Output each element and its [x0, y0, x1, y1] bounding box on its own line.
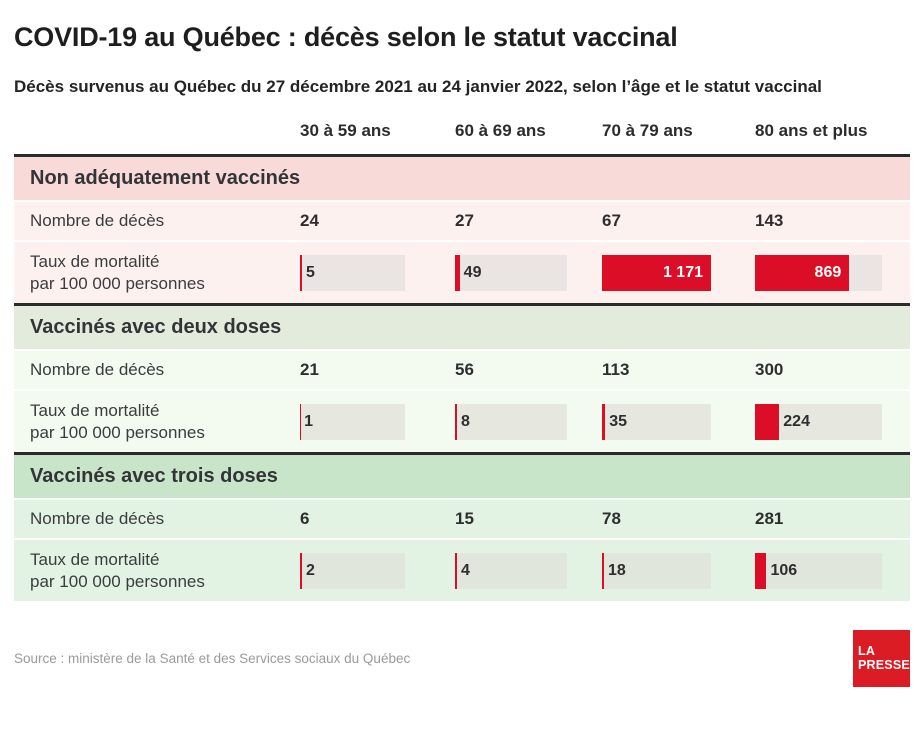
deaths-value: 21 — [300, 360, 319, 379]
bar-value: 1 171 — [662, 263, 703, 281]
deaths-value: 113 — [602, 360, 630, 379]
mortality-bar-cell: 1 171 — [602, 254, 755, 291]
deaths-value: 6 — [300, 509, 310, 528]
bar-value: 4 — [461, 561, 470, 579]
row-label-deaths: Nombre de décès — [30, 211, 165, 230]
bar-fill — [300, 254, 302, 291]
mortality-rate-row: Taux de mortalité par 100 000 personnes … — [14, 389, 910, 452]
bar-track: 8 — [455, 403, 567, 440]
bar-fill — [602, 403, 606, 440]
row-label-mortality-rate: Taux de mortalité par 100 000 personnes — [14, 549, 300, 593]
deaths-value: 300 — [755, 360, 784, 379]
bar-track: 869 — [755, 254, 882, 291]
mortality-bar-cell: 4 — [455, 552, 602, 589]
column-header-row: 30 à 59 ans 60 à 69 ans 70 à 79 ans 80 a… — [14, 121, 910, 154]
column-header-age-30-59: 30 à 59 ans — [300, 121, 391, 140]
section-vaccinated-two-doses: Vaccinés avec deux doses Nombre de décès… — [14, 303, 910, 452]
bar-track: 106 — [755, 552, 882, 589]
rate-label-line1: Taux de mortalité — [30, 400, 160, 420]
mortality-bar-cell: 49 — [455, 254, 602, 291]
mortality-bar-cell: 5 — [300, 254, 455, 291]
bar-value: 106 — [770, 561, 798, 579]
column-header-age-70-79: 70 à 79 ans — [602, 121, 693, 140]
bar-value: 18 — [608, 561, 626, 579]
section-title: Vaccinés avec deux doses — [14, 306, 910, 349]
bar-fill — [602, 552, 604, 589]
mortality-bar-cell: 869 — [755, 254, 910, 291]
deaths-row: Nombre de décès 21 56 113 300 — [14, 349, 910, 389]
rate-label-line1: Taux de mortalité — [30, 549, 160, 569]
bar-value: 224 — [783, 412, 810, 430]
section-title: Non adéquatement vaccinés — [14, 157, 910, 200]
rate-label-line1: Taux de mortalité — [30, 251, 160, 271]
mortality-bar-cell: 35 — [602, 403, 755, 440]
deaths-row: Nombre de décès 24 27 67 143 — [14, 200, 910, 240]
bar-track: 18 — [602, 552, 711, 589]
section-non-adequately-vaccinated: Non adéquatement vaccinés Nombre de décè… — [14, 154, 910, 303]
bar-value: 35 — [609, 412, 628, 430]
bar-track: 1 171 — [602, 254, 711, 291]
row-label-mortality-rate: Taux de mortalité par 100 000 personnes — [14, 251, 300, 295]
bar-track: 35 — [602, 403, 711, 440]
section-divider-rule — [14, 452, 910, 455]
footer: Source : ministère de la Santé et des Se… — [14, 630, 910, 687]
column-header-age-60-69: 60 à 69 ans — [455, 121, 546, 140]
mortality-bar-cell: 1 — [300, 403, 455, 440]
row-label-deaths: Nombre de décès — [30, 360, 165, 379]
bar-fill — [755, 552, 767, 589]
bar-fill — [455, 552, 457, 589]
logo-line1: LA — [858, 644, 876, 658]
bar-track: 4 — [455, 552, 567, 589]
row-label-deaths: Nombre de décès — [30, 509, 165, 528]
deaths-value: 281 — [755, 509, 784, 528]
bar-track: 5 — [300, 254, 405, 291]
bar-value: 2 — [306, 561, 315, 579]
section-divider-rule — [14, 154, 910, 157]
bar-fill — [455, 254, 460, 291]
bar-fill — [455, 403, 457, 440]
row-label-mortality-rate: Taux de mortalité par 100 000 personnes — [14, 400, 300, 444]
logo-line2: PRESSE — [858, 657, 910, 672]
mortality-rate-row: Taux de mortalité par 100 000 personnes … — [14, 538, 910, 601]
bar-fill — [300, 552, 302, 589]
section-vaccinated-three-doses: Vaccinés avec trois doses Nombre de décè… — [14, 452, 910, 601]
bar-fill — [602, 254, 711, 291]
infographic: COVID-19 au Québec : décès selon le stat… — [14, 22, 910, 687]
mortality-rate-row: Taux de mortalité par 100 000 personnes … — [14, 240, 910, 303]
bar-value: 49 — [463, 263, 482, 281]
section-title: Vaccinés avec trois doses — [14, 455, 910, 498]
mortality-bar-cell: 8 — [455, 403, 602, 440]
bar-track: 2 — [300, 552, 405, 589]
deaths-value: 67 — [602, 211, 621, 230]
bar-track: 1 — [300, 403, 405, 440]
deaths-row: Nombre de décès 6 15 78 281 — [14, 498, 910, 538]
bar-track: 49 — [455, 254, 567, 291]
deaths-value: 56 — [455, 360, 474, 379]
deaths-value: 15 — [455, 509, 474, 528]
bar-value: 869 — [814, 263, 842, 281]
bar-fill — [755, 403, 780, 440]
deaths-value: 143 — [755, 211, 784, 230]
bar-fill — [755, 254, 850, 291]
rate-label-line2: par 100 000 personnes — [30, 422, 205, 442]
page-title: COVID-19 au Québec : décès selon le stat… — [14, 22, 678, 52]
column-header-age-80-plus: 80 ans et plus — [755, 121, 868, 140]
rate-label-line2: par 100 000 personnes — [30, 571, 205, 591]
deaths-value: 27 — [455, 211, 474, 230]
section-divider-rule — [14, 303, 910, 306]
la-presse-logo: LA PRESSE — [853, 630, 910, 687]
mortality-bar-cell: 18 — [602, 552, 755, 589]
mortality-bar-cell: 106 — [755, 552, 910, 589]
source-credit: Source : ministère de la Santé et des Se… — [14, 651, 411, 666]
bar-value: 1 — [304, 412, 313, 430]
bar-track: 224 — [755, 403, 882, 440]
rate-label-line2: par 100 000 personnes — [30, 273, 205, 293]
bar-value: 5 — [306, 263, 315, 281]
mortality-bar-cell: 2 — [300, 552, 455, 589]
bar-value: 8 — [461, 412, 470, 430]
deaths-value: 24 — [300, 211, 319, 230]
page-subtitle: Décès survenus au Québec du 27 décembre … — [14, 77, 822, 96]
mortality-bar-cell: 224 — [755, 403, 910, 440]
deaths-value: 78 — [602, 509, 621, 528]
